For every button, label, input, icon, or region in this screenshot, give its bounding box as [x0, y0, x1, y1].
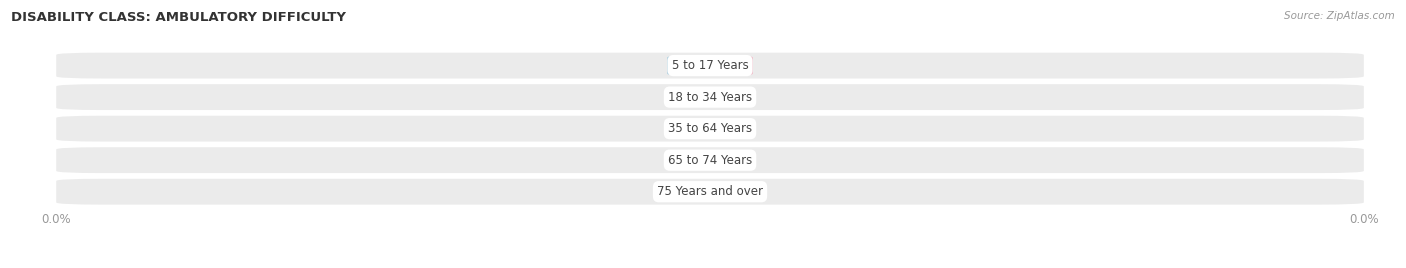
FancyBboxPatch shape [56, 147, 1364, 173]
Text: 75 Years and over: 75 Years and over [657, 185, 763, 198]
Text: 0.0%: 0.0% [717, 92, 745, 102]
FancyBboxPatch shape [668, 150, 710, 170]
FancyBboxPatch shape [668, 56, 710, 75]
Text: Source: ZipAtlas.com: Source: ZipAtlas.com [1284, 11, 1395, 21]
Legend: Male, Female: Male, Female [641, 264, 779, 268]
Text: 0.0%: 0.0% [675, 187, 703, 197]
Text: 18 to 34 Years: 18 to 34 Years [668, 91, 752, 104]
FancyBboxPatch shape [56, 53, 1364, 79]
Text: 0.0%: 0.0% [717, 187, 745, 197]
FancyBboxPatch shape [668, 182, 710, 202]
Text: 0.0%: 0.0% [675, 155, 703, 165]
FancyBboxPatch shape [56, 179, 1364, 205]
Text: 0.0%: 0.0% [717, 61, 745, 70]
Text: 35 to 64 Years: 35 to 64 Years [668, 122, 752, 135]
Text: 65 to 74 Years: 65 to 74 Years [668, 154, 752, 167]
Text: 0.0%: 0.0% [717, 155, 745, 165]
Text: 5 to 17 Years: 5 to 17 Years [672, 59, 748, 72]
Text: 0.0%: 0.0% [675, 92, 703, 102]
FancyBboxPatch shape [710, 87, 752, 107]
Text: DISABILITY CLASS: AMBULATORY DIFFICULTY: DISABILITY CLASS: AMBULATORY DIFFICULTY [11, 11, 346, 24]
FancyBboxPatch shape [668, 87, 710, 107]
FancyBboxPatch shape [710, 56, 752, 75]
FancyBboxPatch shape [710, 119, 752, 138]
Text: 0.0%: 0.0% [675, 61, 703, 70]
FancyBboxPatch shape [710, 150, 752, 170]
FancyBboxPatch shape [56, 84, 1364, 110]
Text: 0.0%: 0.0% [717, 124, 745, 134]
FancyBboxPatch shape [710, 182, 752, 202]
FancyBboxPatch shape [668, 119, 710, 138]
Text: 0.0%: 0.0% [675, 124, 703, 134]
FancyBboxPatch shape [56, 116, 1364, 142]
